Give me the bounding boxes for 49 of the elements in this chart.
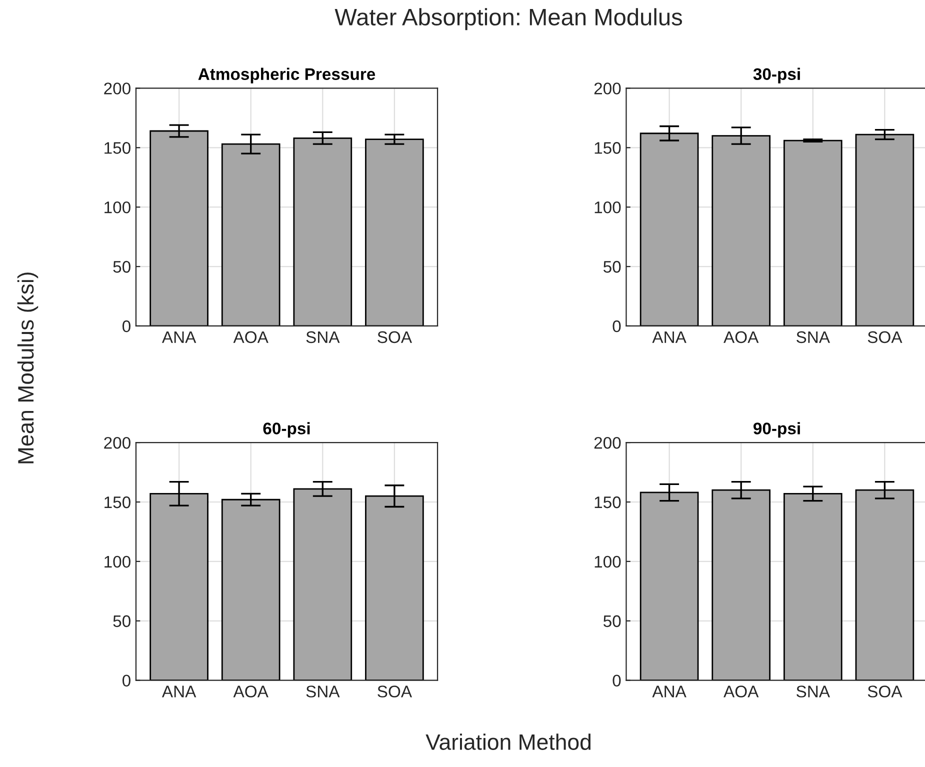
bar xyxy=(855,134,914,326)
text: Water Absorption: Mean Modulus xyxy=(334,8,682,30)
y-tick-label: 150 xyxy=(104,142,130,154)
x-tick-label: SNA xyxy=(796,331,830,344)
x-tick-label: ANA xyxy=(652,686,686,698)
y-tick-label: 200 xyxy=(594,82,621,94)
bar xyxy=(221,498,280,680)
chart-title: 90-psi xyxy=(753,422,800,438)
x-tick-label: AOA xyxy=(724,686,759,698)
x-tick-label: AOA xyxy=(233,686,268,698)
chart-title: 30-psi xyxy=(753,68,800,84)
y-tick-label: 50 xyxy=(603,615,621,628)
bar xyxy=(293,137,352,326)
text: Mean Modulus (ksi) xyxy=(17,272,38,464)
chart-title: 60-psi xyxy=(263,422,310,438)
y-tick-label: 200 xyxy=(104,436,130,449)
y-tick-label: 100 xyxy=(594,201,621,214)
y-tick-label: 0 xyxy=(122,674,130,687)
y-tick-label: 50 xyxy=(113,615,130,628)
x-tick-label: ANA xyxy=(162,331,196,343)
bar xyxy=(365,138,424,326)
y-tick-label: 200 xyxy=(594,436,621,449)
chart-title: Atmospheric Pressure xyxy=(198,68,376,84)
y-tick-label: 0 xyxy=(612,674,621,687)
y-tick-label: 0 xyxy=(122,320,130,332)
y-tick-label: 150 xyxy=(594,142,621,154)
y-tick-label: 200 xyxy=(104,82,130,94)
x-tick-label: SNA xyxy=(306,686,340,698)
y-tick-label: 150 xyxy=(594,496,621,508)
x-tick-label: ANA xyxy=(652,331,686,343)
x-tick-label: AOA xyxy=(233,331,268,344)
y-tick-label: 100 xyxy=(104,201,130,214)
x-tick-label: ANA xyxy=(162,686,196,698)
y-tick-label: 100 xyxy=(104,556,130,568)
x-tick-label: SOA xyxy=(378,686,412,698)
x-tick-label: SNA xyxy=(796,686,830,698)
x-tick-label: AOA xyxy=(724,331,759,344)
y-tick-label: 50 xyxy=(113,260,130,273)
y-tick-label: 0 xyxy=(612,320,621,332)
y-tick-label: 50 xyxy=(603,260,621,273)
x-tick-label: SOA xyxy=(868,331,902,344)
bar xyxy=(150,130,208,326)
y-tick-label: 150 xyxy=(104,496,130,508)
y-tick-label: 100 xyxy=(594,556,621,568)
x-tick-label: SOA xyxy=(868,686,902,698)
text: Variation Method xyxy=(426,734,591,750)
x-tick-label: SNA xyxy=(306,331,340,344)
bar xyxy=(783,140,842,326)
x-tick-label: SOA xyxy=(378,331,412,344)
